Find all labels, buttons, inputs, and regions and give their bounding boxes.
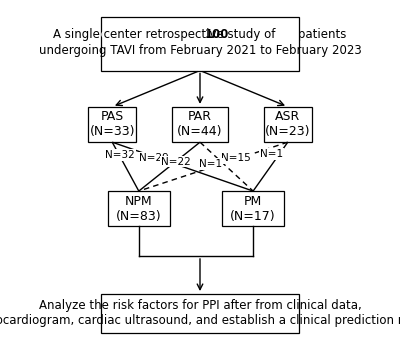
Text: PAS
(N=33): PAS (N=33)	[90, 110, 135, 138]
FancyBboxPatch shape	[88, 107, 136, 142]
Text: PAR
(N=44): PAR (N=44)	[177, 110, 223, 138]
Text: N=29: N=29	[139, 153, 169, 163]
Text: PM
(N=17): PM (N=17)	[230, 195, 276, 223]
FancyBboxPatch shape	[172, 107, 228, 142]
Text: ASR
(N=23): ASR (N=23)	[265, 110, 310, 138]
FancyBboxPatch shape	[108, 191, 170, 226]
Text: A single center retrospective study of      patients: A single center retrospective study of p…	[53, 28, 347, 40]
FancyBboxPatch shape	[264, 107, 312, 142]
Text: N=32: N=32	[106, 150, 135, 160]
Text: 100: 100	[205, 28, 230, 40]
Text: N=1: N=1	[199, 159, 222, 169]
FancyBboxPatch shape	[222, 191, 284, 226]
FancyBboxPatch shape	[101, 294, 299, 333]
Text: N=22: N=22	[161, 156, 191, 167]
Text: A single center retrospective study of 100 patients: A single center retrospective study of 1…	[50, 28, 350, 40]
Text: NPM
(N=83): NPM (N=83)	[116, 195, 162, 223]
Text: N=15: N=15	[221, 153, 251, 163]
Text: N=1: N=1	[260, 149, 283, 159]
FancyBboxPatch shape	[101, 17, 299, 70]
Text: Analyze the risk factors for PPI after from clinical data,
electrocardiogram, ca: Analyze the risk factors for PPI after f…	[0, 299, 400, 327]
Text: undergoing TAVI from February 2021 to February 2023: undergoing TAVI from February 2021 to Fe…	[39, 45, 361, 57]
